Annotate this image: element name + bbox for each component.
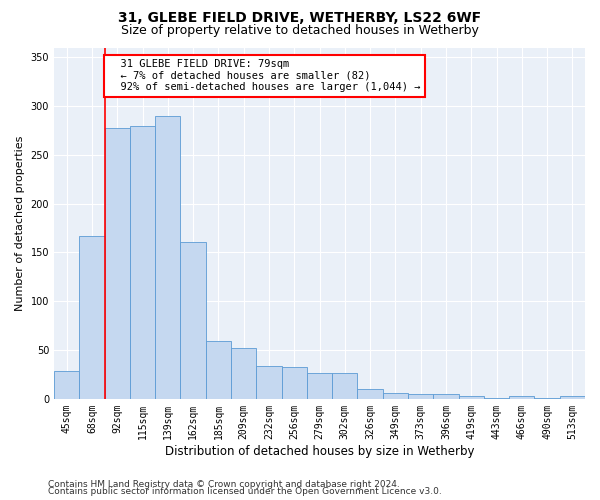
Bar [155,116,181,399]
Bar [408,394,433,399]
Bar [458,396,484,399]
Bar [130,126,155,399]
Bar [560,396,585,399]
Bar [383,393,408,399]
Bar [509,396,535,399]
Bar [307,374,332,399]
Bar [79,236,104,399]
Bar [104,128,130,399]
Bar [181,242,206,399]
Bar [231,348,256,399]
Y-axis label: Number of detached properties: Number of detached properties [15,136,25,311]
Bar [332,374,358,399]
Bar [256,366,281,399]
Bar [206,342,231,399]
Bar [433,394,458,399]
Bar [535,398,560,399]
Text: Contains public sector information licensed under the Open Government Licence v3: Contains public sector information licen… [48,488,442,496]
Bar [281,366,307,399]
Bar [484,398,509,399]
Text: 31, GLEBE FIELD DRIVE, WETHERBY, LS22 6WF: 31, GLEBE FIELD DRIVE, WETHERBY, LS22 6W… [118,11,482,25]
Text: 31 GLEBE FIELD DRIVE: 79sqm
  ← 7% of detached houses are smaller (82)
  92% of : 31 GLEBE FIELD DRIVE: 79sqm ← 7% of deta… [109,59,421,92]
Text: Contains HM Land Registry data © Crown copyright and database right 2024.: Contains HM Land Registry data © Crown c… [48,480,400,489]
Text: Size of property relative to detached houses in Wetherby: Size of property relative to detached ho… [121,24,479,37]
X-axis label: Distribution of detached houses by size in Wetherby: Distribution of detached houses by size … [165,444,474,458]
Bar [54,370,79,399]
Bar [358,389,383,399]
